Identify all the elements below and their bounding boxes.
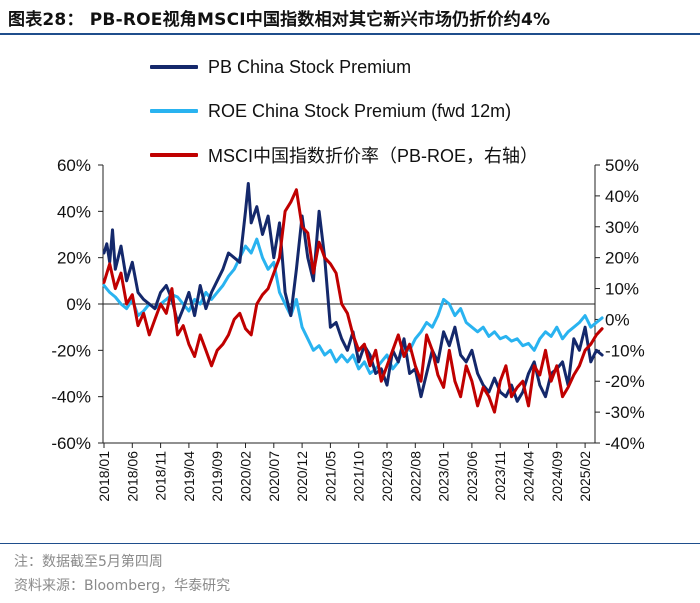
left-tick-label: 0%: [66, 295, 91, 314]
left-tick-label: -20%: [51, 341, 91, 360]
x-tick-label: 2020/12: [294, 451, 310, 502]
right-tick-label: -30%: [605, 403, 645, 422]
x-tick-label: 2018/06: [124, 451, 140, 502]
right-tick-label: 10%: [605, 280, 639, 299]
legend-swatch-pb: [150, 65, 198, 69]
legend-label-roe: ROE China Stock Premium (fwd 12m): [208, 100, 512, 121]
right-tick-label: 40%: [605, 187, 639, 206]
x-tick-label: 2019/04: [181, 451, 197, 502]
series-msci-line: [102, 188, 604, 414]
legend-swatch-msci: [150, 153, 198, 157]
left-tick-label: 20%: [57, 249, 91, 268]
legend-swatch-roe: [150, 109, 198, 113]
series-roe-line: [102, 237, 604, 375]
x-tick-label: 2023/01: [436, 451, 452, 502]
x-tick-label: 2020/07: [266, 451, 282, 502]
x-tick-label: 2025/02: [577, 451, 593, 502]
footnote: 注：数据截至5月第四周: [14, 554, 163, 570]
x-tick-label: 2023/06: [464, 451, 480, 502]
x-tick-label: 2018/01: [96, 451, 112, 502]
line-chart: 60% 40% 20% 0% -20% -40% -60% 50% 40% 30% 20% 10% 0%…: [51, 156, 645, 502]
left-tick-label: -60%: [51, 434, 91, 453]
right-tick-label: -10%: [605, 341, 645, 360]
right-tick-label: 30%: [605, 218, 639, 237]
source-note: 资料来源：Bloomberg，华泰研究: [14, 578, 231, 594]
x-tick-label: 2022/08: [407, 451, 423, 502]
page-title: 图表28： PB-ROE视角MSCI中国指数相对其它新兴市场仍折价约4%: [8, 10, 551, 30]
x-tick-label: 2021/05: [322, 451, 338, 502]
x-tick-label: 2021/10: [351, 451, 367, 502]
title-divider: [0, 33, 700, 35]
left-tick-label: 60%: [57, 156, 91, 175]
legend-label-pb: PB China Stock Premium: [208, 56, 412, 77]
series-pb-line: [102, 182, 604, 403]
right-tick-label: -20%: [605, 372, 645, 391]
x-tick-label: 2024/04: [521, 451, 537, 502]
right-tick-label: 50%: [605, 156, 639, 175]
right-tick-label: 0%: [605, 310, 630, 329]
legend-item-msci: MSCI中国指数折价率（PB-ROE，右轴）: [150, 133, 538, 177]
x-tick-label: 2020/02: [238, 451, 254, 502]
left-tick-label: 40%: [57, 202, 91, 221]
legend-item-pb: PB China Stock Premium: [150, 45, 538, 89]
x-tick-label: 2024/09: [549, 451, 565, 502]
x-tick-label: 2023/11: [492, 451, 508, 501]
right-tick-label: -40%: [605, 434, 645, 453]
footer-divider: [0, 543, 700, 544]
legend-item-roe: ROE China Stock Premium (fwd 12m): [150, 89, 538, 133]
left-tick-label: -40%: [51, 388, 91, 407]
chart-legend: PB China Stock Premium ROE China Stock P…: [150, 45, 538, 177]
right-tick-label: 20%: [605, 249, 639, 268]
x-tick-label: 2022/03: [379, 451, 395, 502]
x-tick-label: 2018/11: [153, 451, 169, 501]
x-tick-label: 2019/09: [209, 451, 225, 502]
legend-label-msci: MSCI中国指数折价率（PB-ROE，右轴）: [208, 146, 539, 166]
